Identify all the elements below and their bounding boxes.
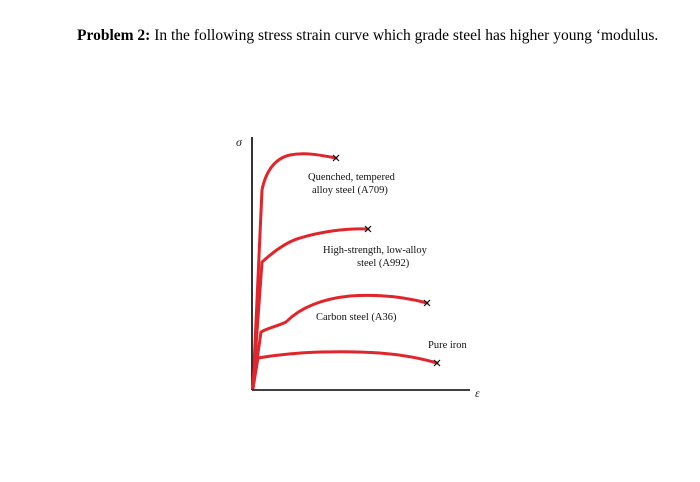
label-a709-line2: alloy steel (A709): [312, 185, 388, 196]
curve-pure-iron: [251, 350, 439, 390]
problem-statement: Problem 2: In the following stress strai…: [77, 25, 677, 47]
label-a992-line2: steel (A992): [357, 258, 410, 269]
fracture-mark-a709: [332, 154, 340, 162]
curve-a709: [251, 152, 338, 390]
label-a709-line1: Quenched, tempered: [308, 172, 396, 183]
label-a36: Carbon steel (A36): [316, 312, 397, 323]
fracture-mark-a992: [364, 225, 372, 233]
fracture-mark-a36: [423, 299, 431, 307]
x-axis-symbol: ε: [475, 386, 480, 400]
fracture-mark-pure-iron: [433, 359, 441, 367]
label-pure-iron: Pure iron: [428, 340, 468, 351]
curve-a36: [251, 293, 429, 390]
problem-label: Problem 2:: [77, 27, 151, 44]
problem-text: In the following stress strain curve whi…: [150, 27, 659, 44]
curve-a992: [251, 227, 370, 390]
y-axis-symbol: σ: [236, 135, 243, 149]
label-a992-line1: High-strength, low-alloy: [323, 245, 428, 256]
